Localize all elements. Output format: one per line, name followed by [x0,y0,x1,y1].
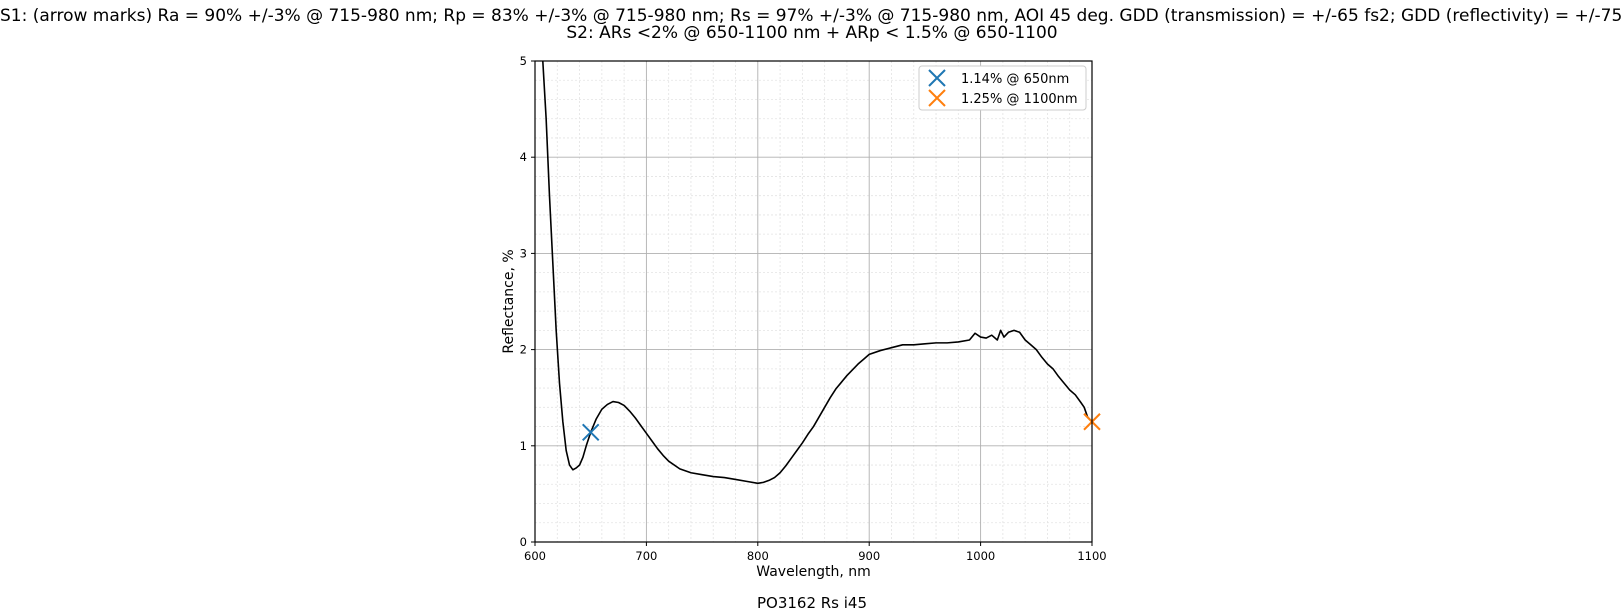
minor-grid [535,61,1092,542]
data-marker-1 [581,423,600,442]
reflectance-curve [542,61,1092,485]
x-tick-label: 800 [747,549,769,563]
x-tick-label: 1000 [966,549,995,563]
axes-frame [534,60,1093,543]
plot-area [535,61,1092,542]
chart-title-line2: S2: ARs <2% @ 650-1100 nm + ARp < 1.5% @… [566,23,1058,43]
x-tick-label: 700 [635,549,657,563]
x-tick-label: 1100 [1077,549,1106,563]
y-tick-label: 5 [520,54,527,68]
x-axis-label: Wavelength, nm [756,564,870,580]
y-tick-label: 3 [520,246,527,260]
legend-marker-2-stroke-b [928,89,946,107]
y-tick-label: 4 [520,150,527,164]
x-tick-label: 900 [858,549,880,563]
y-tick-label: 0 [520,535,527,549]
major-grid [534,60,1093,543]
legend-label-2: 1.25% @ 1100nm [961,92,1078,107]
y-axis-label: Reflectance, % [501,249,517,353]
data-marker-1-stroke-b [581,423,600,442]
x-tick-label: 600 [524,549,546,563]
legend-box [918,65,1087,111]
chart-caption: PO3162 Rs i45 [756,594,868,612]
y-tick-label: 2 [520,343,527,357]
legend-marker-1-stroke-b [928,69,946,87]
chart-title-line1: S1: (arrow marks) Ra = 90% +/-3% @ 715-9… [0,6,1624,26]
y-tick-label: 1 [520,439,527,453]
legend-marker-2 [928,89,946,107]
legend-marker-1 [928,69,946,87]
legend-label-1: 1.14% @ 650nm [961,72,1069,87]
